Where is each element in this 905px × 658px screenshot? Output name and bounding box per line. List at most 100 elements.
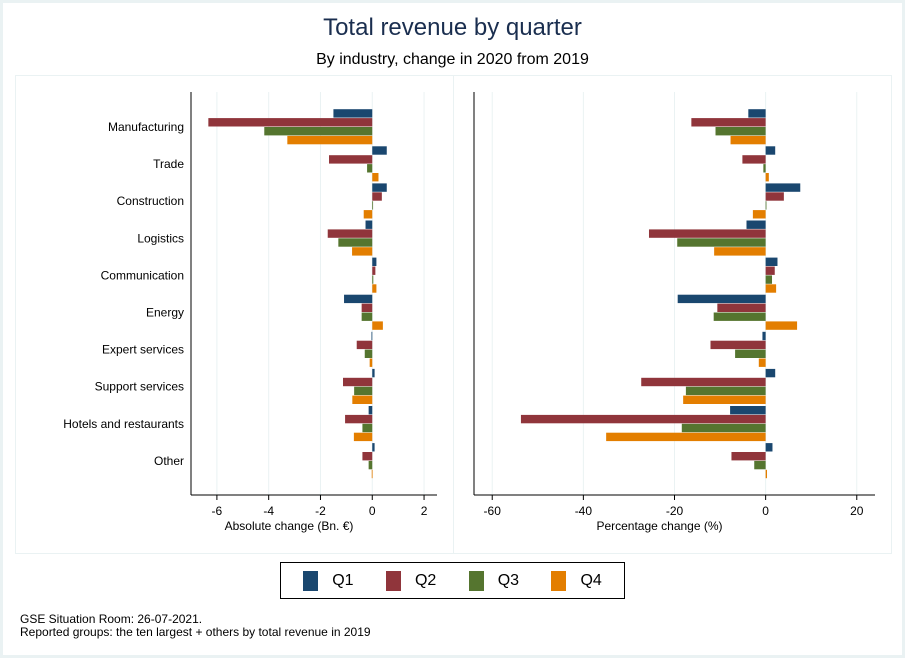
abs-bar-q2: [208, 118, 373, 127]
abs-bar-q2: [362, 452, 373, 461]
pct-x-tick-label: -40: [575, 504, 593, 518]
abs-x-tick-label: -4: [263, 504, 274, 518]
pct-bar-q3: [765, 275, 773, 284]
abs-bar-q3: [372, 201, 374, 210]
pct-bar-q2: [765, 266, 775, 275]
pct-bar-q3: [754, 460, 766, 470]
abs-bar-q2: [372, 192, 382, 201]
pct-bar-q4: [765, 284, 777, 293]
chart-title: Total revenue by quarter: [323, 14, 582, 41]
pct-bar-q4: [765, 173, 769, 182]
abs-bar-q3: [362, 423, 373, 433]
abs-bar-q1: [372, 146, 387, 155]
abs-bar-q3: [264, 127, 373, 136]
pct-bar-q4: [730, 135, 766, 145]
category-label: Construction: [117, 194, 184, 208]
legend-item-q4: Q4: [551, 570, 602, 591]
category-label: Communication: [101, 268, 184, 282]
pct-bar-q1: [748, 109, 766, 118]
legend-label-q4: Q4: [580, 571, 602, 589]
pct-bar-q1: [765, 146, 776, 155]
legend: Q1 Q2 Q3 Q4: [280, 562, 625, 599]
category-label: Manufacturing: [108, 120, 184, 134]
pct-bar-q4: [765, 321, 798, 330]
pct-bar-q1: [762, 331, 766, 341]
legend-item-q2: Q2: [385, 570, 437, 591]
pct-bar-q1: [677, 294, 766, 304]
legend-item-q3: Q3: [468, 570, 519, 591]
pct-x-axis-title: Percentage change (%): [596, 519, 722, 533]
abs-bar-q3: [338, 238, 373, 247]
abs-bar-q1: [372, 443, 375, 452]
abs-bar-q2: [345, 414, 373, 424]
absolute-change-chart: -6 -4 -2 0 2 Absolute change (Bn. €) Manufactu…: [63, 92, 437, 533]
pct-bar-q1: [765, 183, 801, 192]
abs-bar-q1: [372, 257, 377, 266]
abs-bar-q2: [361, 303, 373, 312]
pct-bar-q4: [758, 358, 766, 367]
pct-bar-q2: [691, 118, 766, 127]
pct-bar-q2: [641, 377, 766, 387]
abs-bar-q1: [372, 368, 375, 378]
percentage-change-chart: -60 -40 -20 0 20 Percentage change (%): [473, 92, 875, 533]
category-label: Support services: [95, 380, 184, 394]
abs-bar-q4: [352, 247, 373, 256]
pct-bar-q4: [606, 432, 766, 442]
abs-bar-q1: [365, 220, 373, 229]
abs-x-axis-title: Absolute change (Bn. €): [225, 519, 354, 533]
legend-swatch-q1: [303, 570, 319, 591]
pct-bar-q4: [752, 210, 766, 219]
pct-bar-q2: [648, 229, 766, 238]
pct-bar-q1: [746, 220, 766, 229]
pct-bar-q3: [713, 312, 766, 321]
chart-subtitle: By industry, change in 2020 from 2019: [316, 51, 589, 68]
abs-bar-q3: [372, 275, 374, 284]
pct-bar-q4: [683, 395, 766, 404]
pct-bar-q2: [742, 155, 766, 164]
category-label: Other: [154, 454, 184, 468]
pct-bar-q4: [714, 247, 766, 256]
abs-bar-q2: [343, 377, 373, 387]
abs-bar-q1: [368, 406, 373, 415]
source-note: GSE Situation Room: 26-07-2021.: [20, 612, 203, 626]
pct-bar-q3: [685, 386, 766, 396]
pct-bar-q1: [765, 257, 778, 266]
pct-bar-q3: [763, 164, 766, 173]
abs-bar-q4: [369, 358, 373, 367]
pct-x-tick-label: 0: [762, 504, 769, 518]
abs-bar-q4: [287, 135, 373, 145]
absolute-change-panel: -6 -4 -2 0 2 Absolute change (Bn. €) Manufactu…: [15, 75, 454, 554]
category-label: Energy: [146, 306, 184, 320]
percentage-change-panel: -60 -40 -20 0 20 Percentage change (%): [453, 75, 892, 554]
pct-bar-q4: [765, 469, 768, 479]
abs-bar-q3: [354, 386, 373, 396]
groups-note: Reported groups: the ten largest + other…: [20, 625, 371, 639]
pct-bar-q3: [715, 127, 766, 136]
category-label: Hotels and restaurants: [63, 417, 184, 431]
abs-bar-q3: [364, 349, 373, 358]
category-label: Trade: [153, 157, 184, 171]
legend-label-q2: Q2: [414, 571, 437, 589]
abs-bar-q2: [356, 340, 373, 350]
abs-x-tick-label: 0: [369, 504, 376, 518]
legend-label-q1: Q1: [332, 571, 354, 589]
abs-bar-q1: [372, 183, 387, 192]
pct-bar-q3: [681, 423, 766, 433]
category-label: Expert services: [102, 343, 184, 357]
abs-bar-q3: [361, 312, 373, 321]
abs-bar-q4: [372, 284, 377, 293]
legend-swatch-q2: [385, 570, 401, 591]
abs-bar-q2: [372, 266, 376, 275]
abs-bar-q1: [333, 109, 373, 118]
pct-bar-q1: [765, 443, 773, 452]
pct-bar-q2: [717, 303, 766, 312]
abs-bar-q1: [371, 331, 373, 341]
abs-bar-q3: [367, 164, 373, 173]
pct-bar-q1: [730, 406, 766, 415]
pct-bar-q3: [677, 238, 766, 247]
pct-bar-q3: [735, 349, 766, 358]
abs-bar-q1: [344, 294, 373, 304]
abs-bar-q4: [372, 173, 379, 182]
abs-bar-q4: [353, 432, 373, 442]
pct-bar-q2: [710, 340, 766, 350]
